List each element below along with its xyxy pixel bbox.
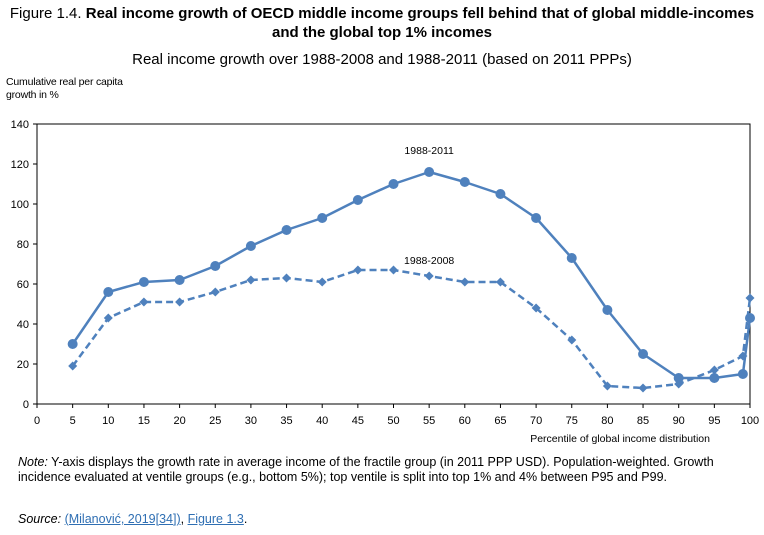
data-point-1988-2008 xyxy=(638,383,648,393)
x-tick-label: 100 xyxy=(741,415,759,427)
x-tick-label: 95 xyxy=(708,415,720,427)
y-tick-label: 20 xyxy=(17,359,29,371)
chart-note: Note: Y-axis displays the growth rate in… xyxy=(18,455,748,485)
y-tick-label: 0 xyxy=(23,399,29,411)
line-chart: 0 20 40 60 80 100 120 140 0 5 10 15 20 25 30 35 40 45 50 55… xyxy=(11,119,760,445)
x-axis-label: Percentile of global income distribution xyxy=(530,433,710,445)
series-annotation-1988-2011: 1988-2011 xyxy=(404,145,454,157)
x-tick-label: 5 xyxy=(70,415,76,427)
note-label: Note: xyxy=(18,455,48,469)
data-point-1988-2011 xyxy=(388,179,399,189)
data-point-1988-2011 xyxy=(745,313,755,323)
data-point-1988-2008 xyxy=(246,275,256,285)
y-tick-label: 60 xyxy=(17,279,29,291)
data-point-1988-2008 xyxy=(68,361,78,371)
source-end: . xyxy=(243,512,248,526)
source-figure-link[interactable]: Figure 1.3 xyxy=(187,512,244,526)
data-point-1988-2008 xyxy=(175,297,185,307)
x-tick-label: 75 xyxy=(566,415,578,427)
data-point-1988-2008 xyxy=(745,293,755,303)
data-point-1988-2011 xyxy=(245,241,256,251)
source-reference-link[interactable]: (Milanović, 2019[34]) xyxy=(64,512,181,526)
series-annotation-1988-2008: 1988-2008 xyxy=(404,255,454,267)
x-tick-label: 0 xyxy=(34,415,40,427)
data-point-1988-2011 xyxy=(317,213,328,223)
x-tick-label: 30 xyxy=(245,415,257,427)
data-point-1988-2011 xyxy=(281,225,292,235)
data-point-1988-2011 xyxy=(602,305,613,315)
data-point-1988-2008 xyxy=(210,287,220,297)
x-tick-label: 20 xyxy=(173,415,185,427)
x-tick-label: 65 xyxy=(494,415,506,427)
data-point-1988-2008 xyxy=(709,365,719,375)
data-point-1988-2008 xyxy=(282,273,291,283)
data-point-1988-2011 xyxy=(459,177,470,187)
x-tick-label: 60 xyxy=(459,415,471,427)
data-point-1988-2011 xyxy=(737,369,748,379)
x-tick-label: 25 xyxy=(209,415,221,427)
x-tick-label: 90 xyxy=(673,415,685,427)
data-point-1988-2008 xyxy=(139,297,149,307)
x-tick-label: 45 xyxy=(352,415,364,427)
y-axis-label: Cumulative real per capita growth in % xyxy=(6,76,123,102)
chart-subtitle: Real income growth over 1988-2008 and 19… xyxy=(132,51,632,68)
data-point-1988-2008 xyxy=(389,265,398,275)
data-point-1988-2011 xyxy=(67,339,78,349)
x-tick-label: 40 xyxy=(316,415,328,427)
x-tick-label: 15 xyxy=(138,415,150,427)
figure-title-text: Real income growth of OECD middle income… xyxy=(85,5,755,41)
series-line-1988-2011 xyxy=(71,170,752,380)
x-tick-label: 10 xyxy=(102,415,114,427)
chart-source: Source: (Milanović, 2019[34]), Figure 1.… xyxy=(18,512,247,526)
x-tick-label: 70 xyxy=(530,415,542,427)
data-point-1988-2011 xyxy=(709,373,720,383)
data-point-1988-2008 xyxy=(531,303,541,313)
data-point-1988-2011 xyxy=(531,213,542,223)
source-label: Source: xyxy=(18,512,62,526)
y-tick-label: 40 xyxy=(17,319,29,331)
x-tick-label: 50 xyxy=(387,415,399,427)
y-axis-label-line2: growth in % xyxy=(6,89,59,101)
y-tick-label: 140 xyxy=(11,119,29,131)
y-tick-label: 80 xyxy=(17,239,29,251)
series-line-1988-2008 xyxy=(71,268,752,390)
note-text: Y-axis displays the growth rate in avera… xyxy=(18,455,714,484)
data-point-1988-2011 xyxy=(673,373,684,383)
data-point-1988-2011 xyxy=(566,253,577,263)
y-tick-label: 120 xyxy=(11,159,29,171)
data-point-1988-2011 xyxy=(174,275,185,285)
data-point-1988-2008 xyxy=(424,271,434,281)
x-tick-label: 55 xyxy=(423,415,435,427)
data-point-1988-2011 xyxy=(103,287,114,297)
data-point-1988-2008 xyxy=(460,277,470,287)
data-point-1988-2011 xyxy=(352,195,363,205)
data-point-1988-2011 xyxy=(138,277,149,287)
data-point-1988-2008 xyxy=(317,277,327,287)
data-point-1988-2011 xyxy=(495,189,506,199)
figure-title: Figure 1.4. Real income growth of OECD m… xyxy=(0,4,764,42)
plot-frame xyxy=(36,123,751,405)
data-point-1988-2011 xyxy=(210,261,221,271)
data-point-1988-2008 xyxy=(103,313,113,323)
data-point-1988-2011 xyxy=(424,167,435,177)
data-point-1988-2008 xyxy=(567,335,577,345)
figure-number: Figure 1.4. xyxy=(9,5,82,22)
data-point-1988-2008 xyxy=(738,351,748,361)
x-tick-label: 35 xyxy=(280,415,292,427)
source-separator: , xyxy=(180,512,188,526)
x-tick-label: 80 xyxy=(601,415,613,427)
data-point-1988-2008 xyxy=(495,277,505,287)
data-point-1988-2011 xyxy=(638,349,649,359)
x-tick-label: 85 xyxy=(637,415,649,427)
data-point-1988-2008 xyxy=(353,265,363,275)
y-tick-label: 100 xyxy=(11,199,29,211)
y-axis-label-line1: Cumulative real per capita xyxy=(6,76,123,88)
data-point-1988-2008 xyxy=(674,379,684,389)
data-point-1988-2008 xyxy=(602,381,612,391)
